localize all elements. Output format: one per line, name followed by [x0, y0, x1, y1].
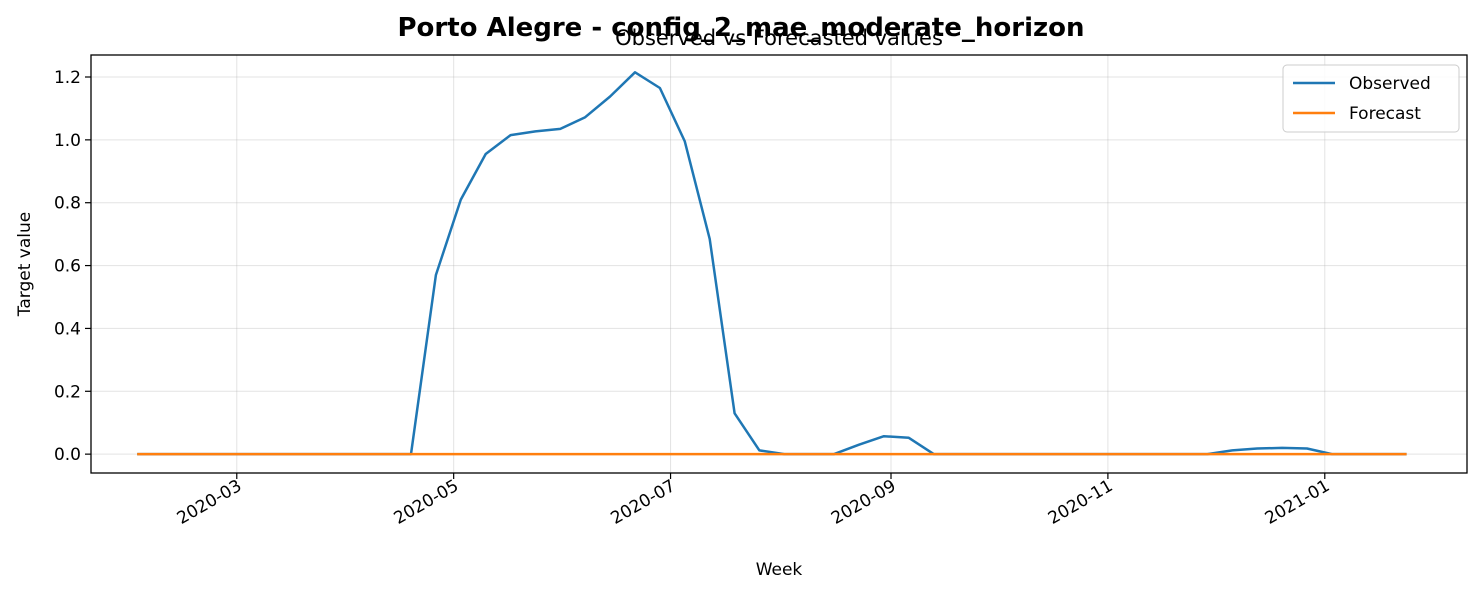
y-tick-label: 0.2	[54, 382, 81, 402]
y-tick-label: 0.6	[54, 257, 81, 277]
x-axis-label: Week	[756, 560, 803, 580]
y-tick-label: 1.0	[54, 131, 81, 151]
y-tick-label: 0.8	[54, 194, 81, 214]
y-axis-ticks: 0.0 0.2 0.4 0.6 0.8 1.0 1.2	[54, 68, 91, 465]
x-tick-label: 2020-05	[391, 476, 463, 529]
x-tick-label: 2020-11	[1045, 476, 1117, 529]
y-tick-label: 0.0	[54, 445, 81, 465]
legend-forecast-label: Forecast	[1349, 104, 1421, 124]
plot-area-frame	[90, 54, 1468, 474]
grid	[91, 55, 1467, 473]
y-axis-label: Target value	[15, 212, 35, 317]
x-tick-label: 2020-09	[828, 476, 900, 529]
x-axis-ticks: 2020-03 2020-05 2020-07 2020-09 2020-11 2021-…	[174, 473, 1334, 529]
legend-observed-label: Observed	[1349, 74, 1431, 94]
series-lines	[137, 71, 1407, 456]
x-tick-label: 2020-03	[174, 476, 246, 529]
x-tick-label: 2021-01	[1262, 476, 1334, 529]
chart-suptitle: Porto Alegre - config_2_mae_moderate_hor…	[398, 13, 1085, 43]
y-tick-label: 1.2	[54, 68, 81, 88]
y-tick-label: 0.4	[54, 319, 81, 339]
chart-title: Observed vs Forecasted values	[615, 26, 943, 50]
series-line-observed	[137, 71, 1407, 456]
legend: Observed Forecast	[1282, 64, 1460, 133]
x-tick-label: 2020-07	[608, 476, 680, 529]
